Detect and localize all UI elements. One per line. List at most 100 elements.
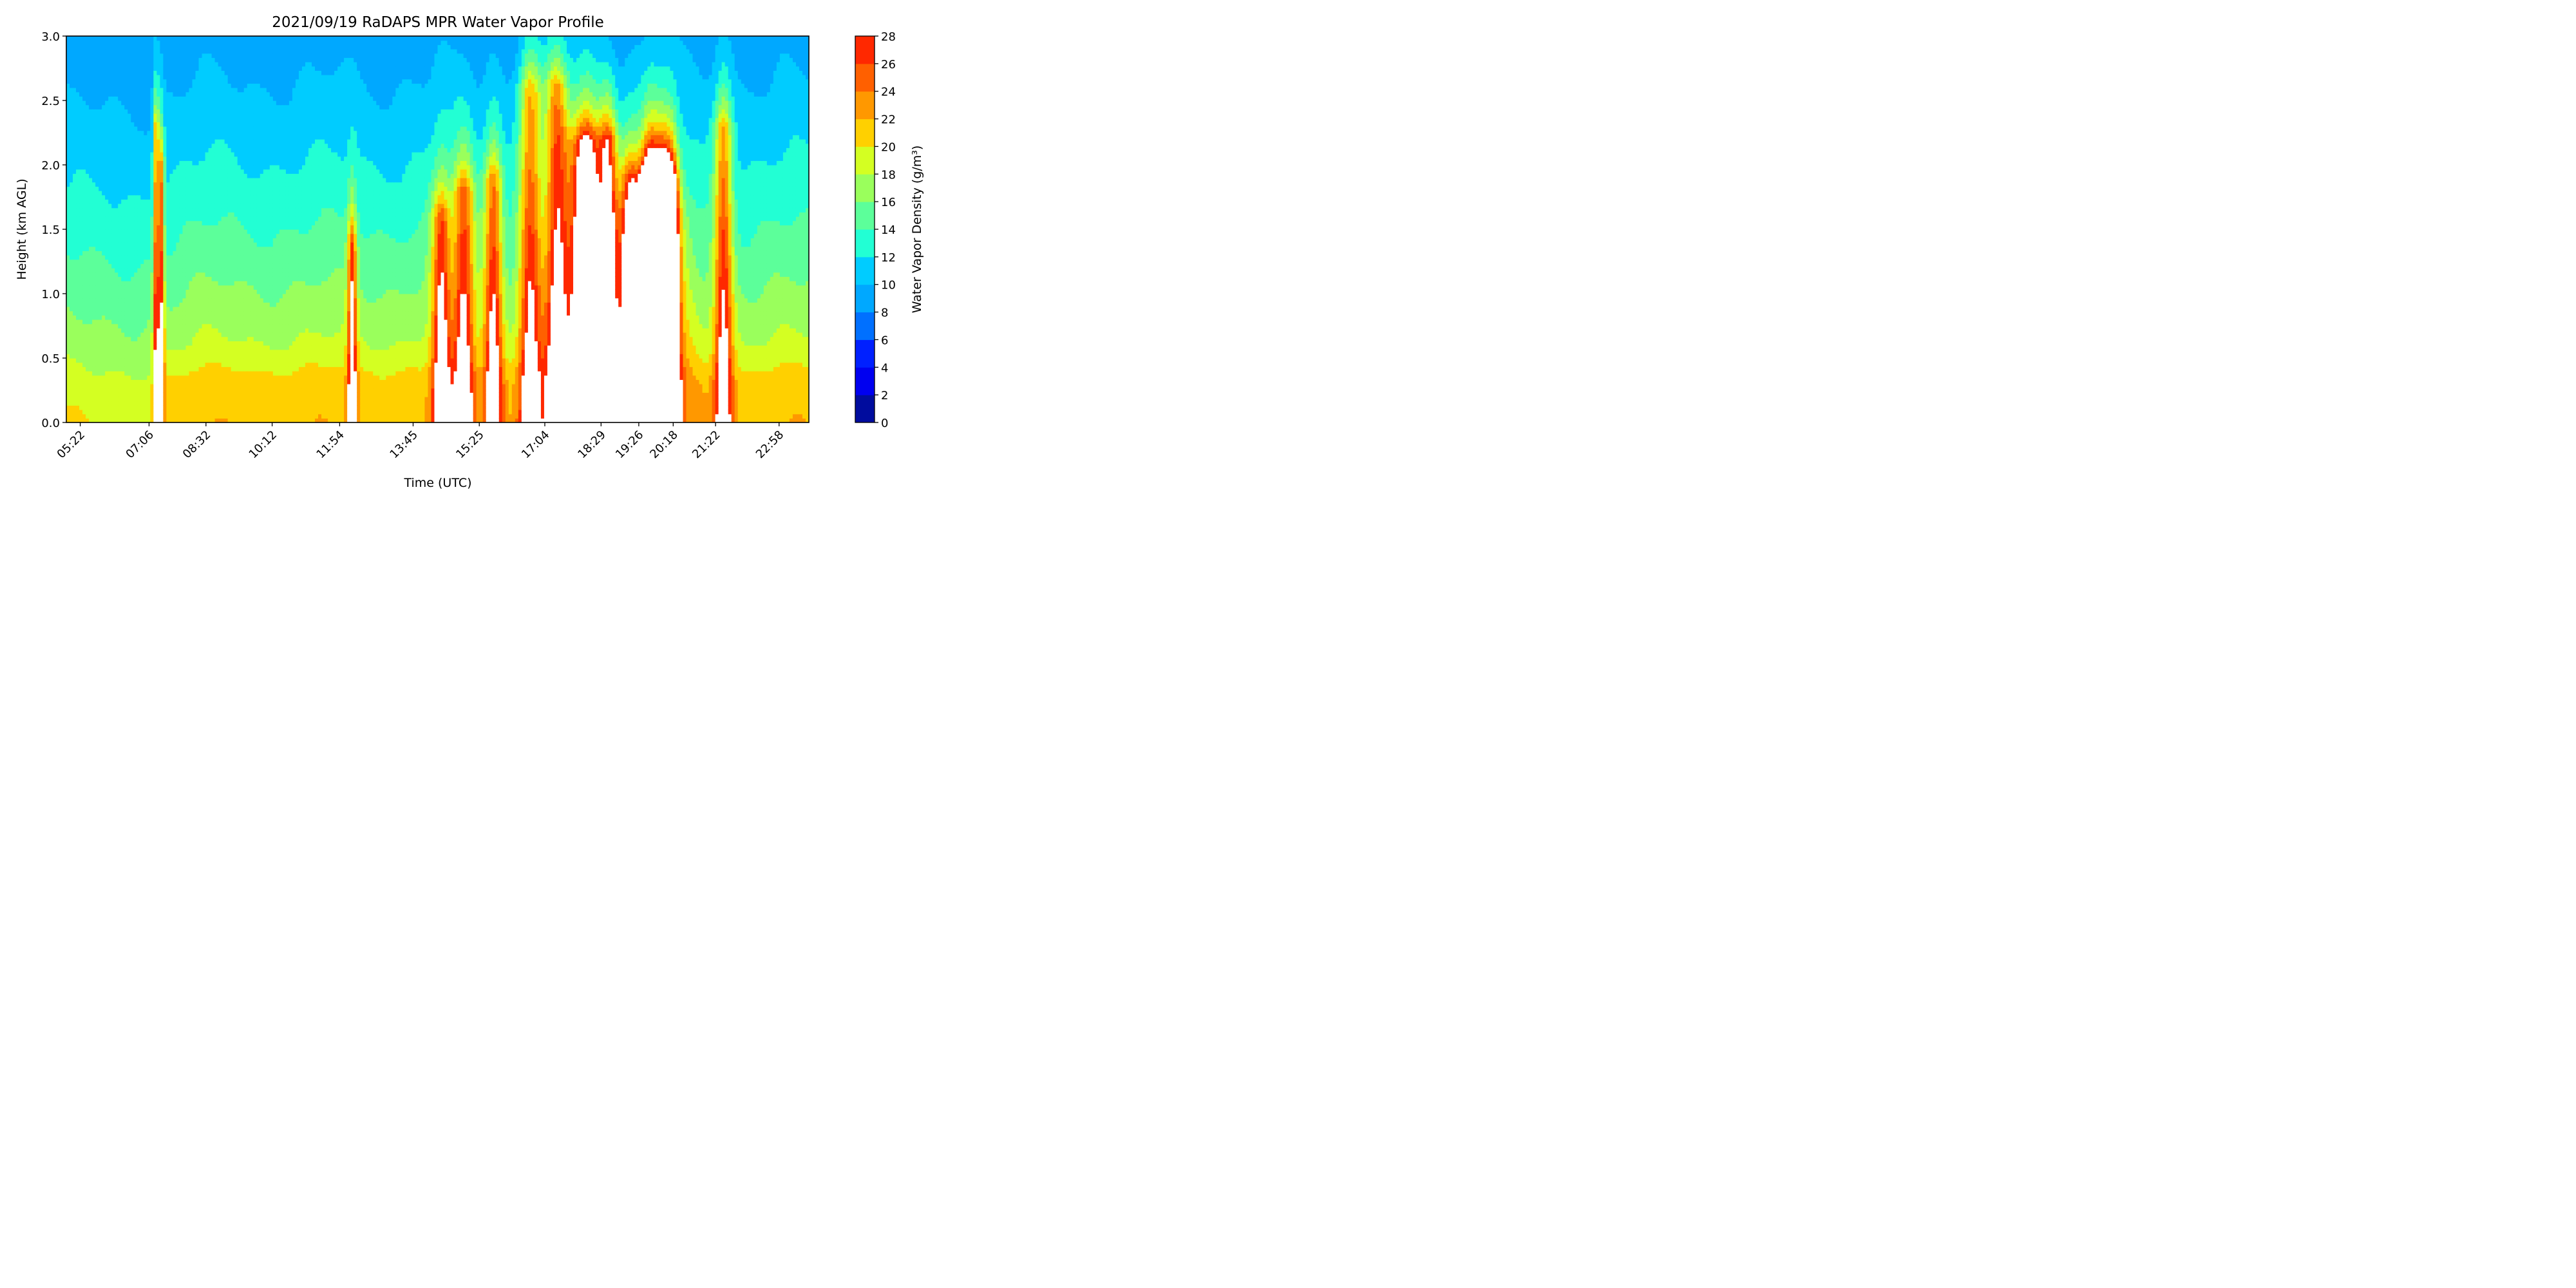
heatmap-cell [240,246,245,251]
heatmap-cell [95,139,99,144]
heatmap-cell [208,135,213,140]
heatmap-cell [240,75,245,80]
heatmap-cell [156,392,160,397]
heatmap-cell [221,135,225,140]
heatmap-cell [227,281,232,286]
heatmap-cell [131,147,135,153]
heatmap-cell [105,413,109,419]
heatmap-cell [156,345,160,350]
heatmap-cell [86,418,90,422]
heatmap-cell [140,310,144,316]
heatmap-cell [156,147,160,153]
heatmap-cell [208,199,213,204]
heatmap-cell [118,371,122,376]
heatmap-cell [137,62,141,67]
heatmap-cell [163,276,167,281]
heatmap-cell [231,358,235,363]
heatmap-cell [131,358,135,363]
heatmap-cell [66,388,70,393]
heatmap-cell [221,263,225,269]
heatmap-cell [163,220,167,225]
heatmap-cell [150,113,154,118]
heatmap-cell [82,345,86,350]
heatmap-cell [179,229,184,234]
heatmap-cell [95,405,99,410]
heatmap-cell [166,263,171,269]
heatmap-cell [192,294,196,299]
heatmap-cell [231,242,235,247]
heatmap-cell [102,75,106,80]
heatmap-cell [92,169,96,174]
heatmap-cell [214,83,219,88]
heatmap-cell [66,371,70,376]
heatmap-cell [76,397,80,402]
heatmap-cell [150,323,154,328]
heatmap-cell [205,160,209,166]
heatmap-cell [70,366,73,372]
heatmap-cell [198,371,203,376]
heatmap-cell [79,362,83,367]
heatmap-cell [118,44,122,50]
heatmap-cell [105,143,109,148]
heatmap-cell [189,307,193,312]
heatmap-cell [134,349,138,354]
heatmap-cell [176,336,180,341]
heatmap-cell [144,212,147,217]
heatmap-cell [144,272,147,277]
heatmap-cell [224,104,229,109]
heatmap-cell [182,362,187,367]
heatmap-cell [66,323,70,328]
heatmap-cell [134,354,138,359]
heatmap-cell [70,413,73,419]
heatmap-cell [128,405,131,410]
heatmap-cell [111,307,115,312]
heatmap-cell [153,66,157,71]
heatmap-cell [79,405,83,410]
heatmap-cell [195,413,200,419]
heatmap-cell [202,36,206,41]
heatmap-cell [198,186,203,191]
heatmap-cell [163,53,167,58]
heatmap-cell [92,40,96,45]
heatmap-cell [86,130,90,135]
heatmap-cell [234,229,238,234]
heatmap-cell [156,276,160,281]
heatmap-cell [234,117,238,122]
heatmap-cell [144,88,147,93]
heatmap-cell [124,332,128,337]
heatmap-cell [150,259,154,264]
heatmap-cell [169,229,174,234]
heatmap-cell [73,96,77,101]
heatmap-cell [115,255,118,260]
heatmap-cell [128,100,131,106]
heatmap-cell [131,143,135,148]
heatmap-cell [115,310,118,316]
heatmap-cell [169,36,174,41]
heatmap-cell [240,173,245,178]
heatmap-cell [105,323,109,328]
heatmap-cell [121,263,125,269]
heatmap-cell [221,358,225,363]
heatmap-cell [66,251,70,256]
heatmap-cell [102,216,106,222]
heatmap-cell [227,160,232,166]
heatmap-cell [243,354,248,359]
heatmap-cell [86,156,90,161]
heatmap-cell [102,251,106,256]
heatmap-cell [227,229,232,234]
heatmap-cell [240,40,245,45]
heatmap-cell [195,336,200,341]
heatmap-cell [221,276,225,281]
heatmap-cell [179,49,184,54]
heatmap-cell [227,199,232,204]
heatmap-cell [89,410,93,415]
heatmap-cell [66,173,70,178]
heatmap-cell [221,147,225,153]
heatmap-cell [198,298,203,303]
heatmap-cell [73,169,77,174]
heatmap-cell [82,53,86,58]
heatmap-cell [118,62,122,67]
heatmap-cell [156,49,160,54]
heatmap-cell [205,91,209,97]
heatmap-cell [195,259,200,264]
